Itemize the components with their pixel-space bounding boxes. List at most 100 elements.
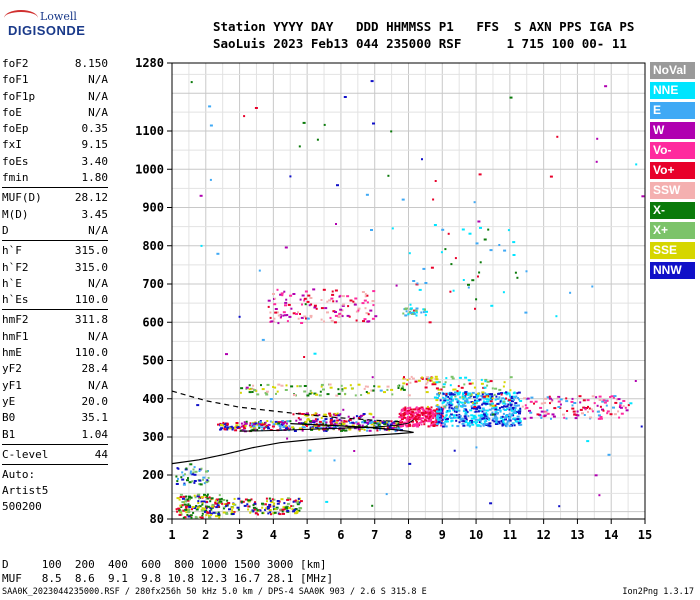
echo-point	[264, 508, 267, 511]
echo-point	[467, 415, 470, 418]
echo-point	[488, 422, 492, 425]
param-row: C-level 44	[2, 447, 108, 463]
echo-point	[197, 502, 200, 504]
echo-point	[177, 507, 181, 510]
echo-point	[206, 479, 209, 482]
echo-point	[218, 498, 222, 501]
echo-point	[253, 428, 257, 431]
echo-point	[230, 425, 233, 428]
echo-point	[335, 416, 338, 419]
echo-point	[220, 427, 224, 430]
echo-point	[410, 416, 414, 419]
echo-point	[292, 510, 296, 513]
echo-point	[198, 468, 202, 471]
echo-point	[477, 414, 481, 417]
param-value: 8.150	[74, 57, 108, 70]
echo-point	[250, 425, 254, 428]
echo-point	[353, 303, 357, 306]
echo-point	[240, 429, 244, 432]
echo-point	[480, 422, 483, 425]
echo-point	[468, 424, 471, 427]
echo-point	[487, 417, 490, 420]
echo-point	[586, 399, 590, 402]
echo-point	[363, 387, 366, 390]
param-row: fmin 1.80	[2, 170, 108, 186]
param-name: MUF(D)	[2, 191, 42, 205]
echo-point	[512, 392, 516, 395]
echo-point	[569, 291, 572, 294]
echo-point	[325, 500, 329, 503]
y-tick-label: 1100	[135, 124, 164, 138]
echo-point	[523, 417, 527, 420]
echo-point	[250, 429, 253, 432]
echo-point	[524, 404, 527, 407]
echo-point	[613, 395, 617, 398]
muf-table: D 100 200 400 600 800 1000 1500 3000 [km…	[2, 558, 333, 586]
echo-point	[634, 380, 637, 382]
echo-point	[355, 415, 358, 418]
echo-point	[266, 500, 268, 503]
echo-point	[259, 421, 262, 424]
echo-point	[265, 390, 269, 393]
echo-point	[183, 503, 187, 506]
echo-point	[430, 424, 432, 427]
echo-point	[191, 506, 195, 508]
echo-point	[217, 514, 221, 517]
echo-point	[302, 121, 306, 124]
echo-point	[261, 429, 264, 432]
echo-point	[472, 414, 476, 417]
param-name: h`F	[2, 244, 22, 258]
echo-point	[373, 425, 375, 428]
param-value: N/A	[88, 89, 108, 103]
echo-point	[282, 425, 285, 428]
echo-point	[509, 376, 513, 379]
echo-point	[303, 422, 307, 424]
echo-point	[414, 309, 418, 312]
echo-point	[450, 413, 453, 416]
echo-point	[337, 414, 341, 417]
echo-point	[530, 396, 534, 399]
echo-point	[292, 505, 295, 508]
echo-point	[243, 421, 246, 424]
echo-point	[458, 391, 461, 394]
echo-point	[397, 387, 400, 389]
echo-point	[273, 298, 275, 300]
echo-point	[470, 419, 473, 422]
echo-point	[222, 424, 225, 427]
echo-point	[422, 308, 426, 311]
echo-point	[361, 424, 364, 427]
echo-point	[451, 377, 455, 380]
echo-point	[416, 409, 420, 412]
echo-point	[338, 422, 342, 425]
echo-point	[417, 411, 421, 413]
echo-point	[383, 423, 387, 425]
echo-point	[477, 392, 480, 395]
echo-point	[490, 393, 493, 396]
echo-point	[498, 422, 501, 425]
echo-point	[474, 399, 476, 402]
echo-point	[484, 414, 488, 417]
echo-point	[458, 376, 462, 379]
echo-point	[308, 418, 311, 421]
echo-point	[319, 390, 322, 393]
echo-point	[425, 411, 429, 414]
echo-point	[208, 510, 211, 513]
echo-point	[201, 515, 204, 517]
echo-point	[273, 508, 275, 511]
echo-point	[467, 286, 470, 289]
echo-point	[434, 375, 438, 378]
echo-point	[565, 400, 569, 403]
polarization-legend: NoVal NNE E W Vo- Vo+ SSW X- X+ SSE NNW	[650, 62, 695, 282]
echo-point	[371, 376, 374, 379]
echo-point	[529, 416, 533, 419]
echo-point	[606, 410, 610, 413]
echo-point	[499, 417, 503, 420]
echo-point	[462, 417, 465, 420]
echo-point	[349, 384, 352, 387]
echo-point	[438, 408, 441, 411]
echo-point	[529, 400, 533, 403]
echo-point	[445, 411, 448, 414]
echo-point	[404, 308, 408, 311]
parameter-panel: foF2 8.150 foF1 N/A foF1p N/A foE N/A foEp 0.35 fx…	[2, 56, 108, 515]
echo-point	[261, 502, 264, 505]
